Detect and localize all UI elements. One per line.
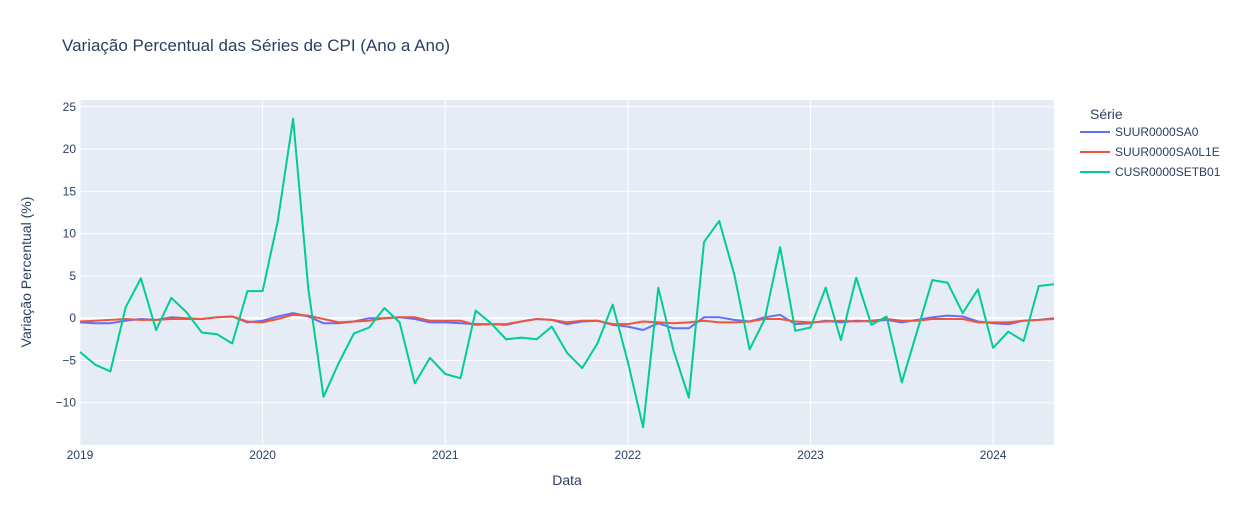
legend-item[interactable]: CUSR0000SETB01: [1080, 165, 1221, 179]
legend-label: SUUR0000SA0: [1115, 125, 1199, 139]
legend-items: SUUR0000SA0 SUUR0000SA0L1E CUSR0000SETB01: [1080, 125, 1221, 179]
y-tick-label: 15: [63, 184, 77, 198]
legend-label: SUUR0000SA0L1E: [1115, 145, 1220, 159]
x-tick-label: 2021: [432, 448, 459, 462]
x-tick-label: 2022: [615, 448, 642, 462]
x-axis-title: Data: [552, 472, 582, 488]
y-tick-label: 0: [69, 311, 76, 325]
x-tick-label: 2023: [797, 448, 824, 462]
series-line-2: [79, 313, 1055, 326]
legend-item[interactable]: SUUR0000SA0L1E: [1080, 145, 1220, 159]
legend-label: CUSR0000SETB01: [1115, 165, 1221, 179]
x-tick-label: 2024: [980, 448, 1007, 462]
y-tick-label: 5: [69, 269, 76, 283]
legend: Série SUUR0000SA0 SUUR0000SA0L1E CUSR0000S…: [1080, 106, 1221, 179]
series-lines: [79, 117, 1055, 429]
axes: 25 20 15 10 5 0 −5 −10 2019 2020 2021 2022 2023 2024: [56, 100, 1007, 462]
y-tick-label: 20: [63, 142, 77, 156]
y-tick-label: 10: [63, 227, 77, 241]
series-line-3: [79, 117, 1055, 429]
y-tick-label: 25: [63, 100, 77, 114]
x-tick-label: 2020: [249, 448, 276, 462]
gridlines: [79, 100, 1054, 445]
y-tick-label: −5: [62, 353, 76, 367]
y-axis-title: Variação Percentual (%): [18, 197, 34, 348]
legend-title: Série: [1090, 106, 1123, 122]
legend-item[interactable]: SUUR0000SA0: [1080, 125, 1199, 139]
y-tick-label: −10: [56, 396, 77, 410]
chart-title: Variação Percentual das Séries de CPI (A…: [62, 36, 450, 55]
plot-area: [80, 100, 1054, 445]
x-tick-label: 2019: [67, 448, 94, 462]
